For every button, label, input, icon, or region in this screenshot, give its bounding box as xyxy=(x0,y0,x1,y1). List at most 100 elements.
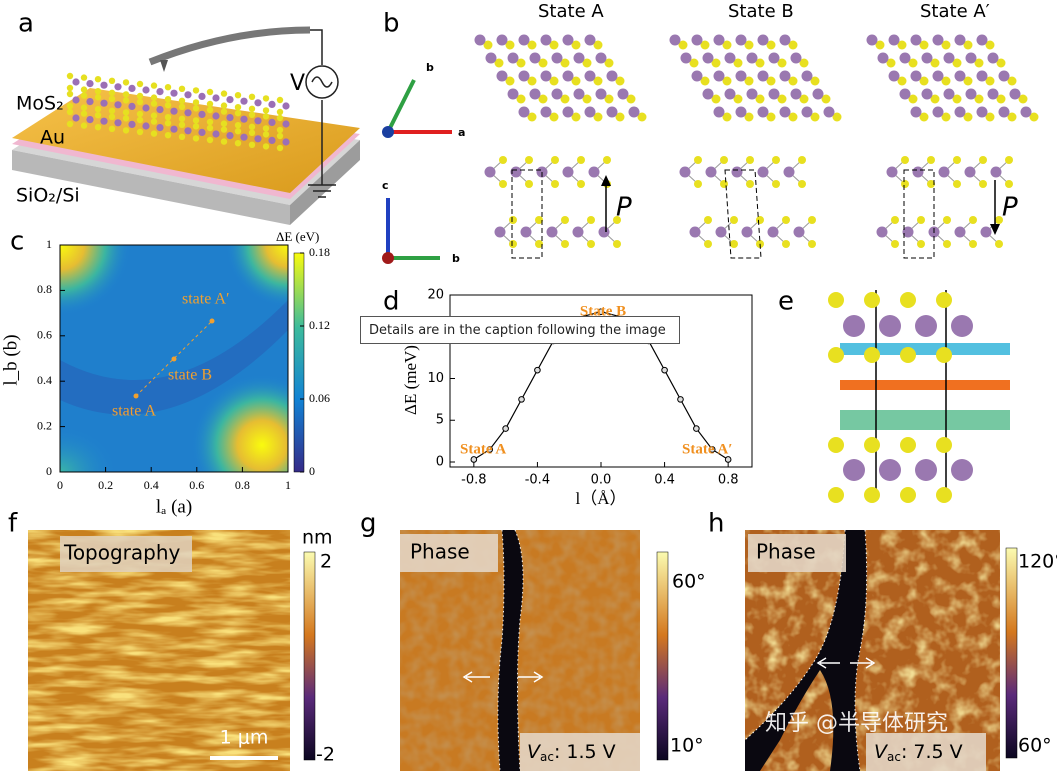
sulfur-atom xyxy=(943,216,951,224)
molybdenum-atom xyxy=(184,127,192,135)
sulfur-atom xyxy=(798,156,806,164)
colorbar-title: ΔE (eV) xyxy=(276,229,319,244)
sulfur-atom xyxy=(798,180,806,188)
sulfur-atom xyxy=(766,40,776,50)
state-label: State B xyxy=(728,1,794,22)
molybdenum-atom xyxy=(128,120,136,128)
molybdenum-atom xyxy=(551,88,563,100)
molybdenum-atom xyxy=(254,99,262,107)
molybdenum-atom xyxy=(910,70,922,82)
molybdenum-atom xyxy=(268,118,276,126)
energy-map: state A′ state B state A ΔE (eV) lₐ (a) … xyxy=(0,229,330,517)
tooltip: Details are in the caption following the… xyxy=(360,316,680,344)
sulfur-atom xyxy=(755,94,765,104)
sulfur-atom xyxy=(248,123,256,130)
sulfur-atom xyxy=(587,216,595,224)
colorbar-tick: 10° xyxy=(670,735,704,757)
sulfur-atom xyxy=(615,76,625,86)
sulfur-atom xyxy=(782,240,790,248)
polarization-label: P xyxy=(616,193,632,223)
sulfur-atom xyxy=(94,94,102,101)
sulfur-atom xyxy=(746,180,754,188)
scale-bar-label: 1 μm xyxy=(220,727,269,749)
sulfur-atom xyxy=(974,58,984,68)
sulfur-atom xyxy=(136,98,144,106)
energy-profile: -0.8-0.40.00.40.805101520 l（Å） ΔE (meV) … xyxy=(401,288,753,508)
sulfur-atom xyxy=(1018,94,1028,104)
molybdenum-atom xyxy=(584,70,596,82)
sulfur-atom xyxy=(535,216,543,224)
sulfur-atom xyxy=(122,109,130,116)
sulfur-atom xyxy=(499,180,507,188)
molybdenum-atom xyxy=(921,52,933,64)
molybdenum-atom xyxy=(546,226,558,238)
molybdenum-atom xyxy=(588,166,600,178)
colorbar-tick: 60° xyxy=(672,571,706,593)
sulfur-atom xyxy=(996,94,1006,104)
molybdenum-atom xyxy=(551,52,563,64)
data-point xyxy=(502,425,509,432)
sulfur-atom xyxy=(108,113,116,121)
molybdenum-atom xyxy=(100,99,108,107)
axis-label: a xyxy=(458,126,465,139)
molybdenum-atom xyxy=(268,136,276,144)
sulfur-atom xyxy=(276,144,284,152)
sulfur-atom xyxy=(178,115,186,123)
sulfur-atom xyxy=(136,92,144,100)
sulfur-atom xyxy=(535,240,543,248)
sulfur-atom xyxy=(499,156,507,164)
colorbar-unit: nm xyxy=(302,527,333,549)
molybdenum-atom xyxy=(282,120,290,128)
molybdenum-atom xyxy=(877,52,889,64)
molybdenum-atom xyxy=(757,166,769,178)
sulfur-atom xyxy=(80,86,88,93)
sulfur-atom xyxy=(66,90,74,98)
molybdenum-atom xyxy=(617,88,629,100)
sulfur-atom xyxy=(808,216,816,224)
sulfur-atom xyxy=(900,292,916,308)
sulfur-atom xyxy=(593,76,603,86)
sulfur-atom xyxy=(571,76,581,86)
molybdenum-atom xyxy=(757,70,769,82)
molybdenum-atom xyxy=(212,130,220,138)
molybdenum-atom xyxy=(198,110,206,118)
sulfur-atom xyxy=(941,112,951,122)
molybdenum-atom xyxy=(128,102,136,110)
sulfur-atom xyxy=(891,216,899,224)
molybdenum-atom xyxy=(757,34,769,46)
sulfur-atom xyxy=(516,58,526,68)
molybdenum-atom xyxy=(282,102,290,110)
data-point xyxy=(597,308,605,315)
charge-density xyxy=(828,290,1010,503)
sulfur-atom xyxy=(930,58,940,68)
molybdenum-atom xyxy=(170,89,178,97)
molybdenum-atom xyxy=(843,315,865,337)
sulfur-atom xyxy=(206,106,214,114)
sulfur-atom xyxy=(700,40,710,50)
sulfur-atom xyxy=(220,102,228,109)
sulfur-atom xyxy=(549,112,559,122)
molybdenum-atom xyxy=(702,52,714,64)
unit-cell xyxy=(903,169,935,259)
sulfur-atom xyxy=(1005,156,1013,164)
sulfur-atom xyxy=(192,105,200,112)
sulfur-atom xyxy=(560,58,570,68)
sulfur-atom xyxy=(527,76,537,86)
phase-image: Phase Vac: 1.5 V 60° 10° xyxy=(400,529,706,771)
sulfur-atom xyxy=(505,76,515,86)
sulfur-atom xyxy=(936,347,952,363)
sulfur-atom xyxy=(777,94,787,104)
molybdenum-atom xyxy=(518,106,530,118)
molybdenum-atom xyxy=(965,88,977,100)
molybdenum-atom xyxy=(998,106,1010,118)
y-axis-label: l_b (b) xyxy=(0,334,21,385)
sulfur-atom xyxy=(604,94,614,104)
sulfur-atom xyxy=(234,140,242,147)
sulfur-atom xyxy=(136,80,144,88)
sulfur-atom xyxy=(220,126,228,133)
sulfur-atom xyxy=(963,76,973,86)
molybdenum-atom xyxy=(879,459,901,481)
molybdenum-atom xyxy=(954,34,966,46)
sulfur-atom xyxy=(150,130,158,137)
